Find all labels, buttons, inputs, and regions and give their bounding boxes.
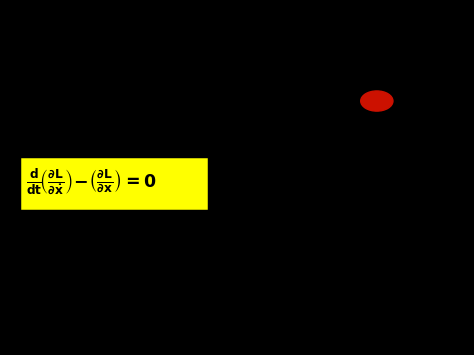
- Text: $\mathbf{\frac{d}{dt}\!\left(\frac{\partial L}{\partial \dot{x}}\right)\!-\!\lef: $\mathbf{\frac{d}{dt}\!\left(\frac{\part…: [26, 168, 156, 197]
- Text: $KE = \frac{1}{2}m\dot{x}^2$    $PE = mgx$: $KE = \frac{1}{2}m\dot{x}^2$ $PE = mgx$: [19, 252, 207, 279]
- Text: Equation of motion can be: Equation of motion can be: [14, 111, 272, 129]
- Text: PE = mgy: PE = mgy: [308, 237, 390, 252]
- Text: Lagrangian = L = KE - PE = T - V: Lagrangian = L = KE - PE = T - V: [14, 84, 330, 103]
- Text: $KE = \frac{1}{2}mv^2$: $KE = \frac{1}{2}mv^2$: [308, 205, 387, 231]
- Text: y: y: [333, 133, 345, 152]
- Text: determined by:: determined by:: [14, 136, 165, 154]
- Text: Let:   $v = \dot{x}$,    $y = x$: Let: $v = \dot{x}$, $y = x$: [19, 213, 184, 237]
- Text: v: v: [360, 133, 372, 152]
- Bar: [19, 156, 209, 211]
- Text: What is Lagrangian Mechanics?: What is Lagrangian Mechanics?: [42, 50, 375, 69]
- Circle shape: [361, 91, 393, 111]
- Text: g = +9.8m/s²: g = +9.8m/s²: [308, 262, 419, 278]
- Text: a = -9.8m/s²: a = -9.8m/s²: [346, 64, 450, 79]
